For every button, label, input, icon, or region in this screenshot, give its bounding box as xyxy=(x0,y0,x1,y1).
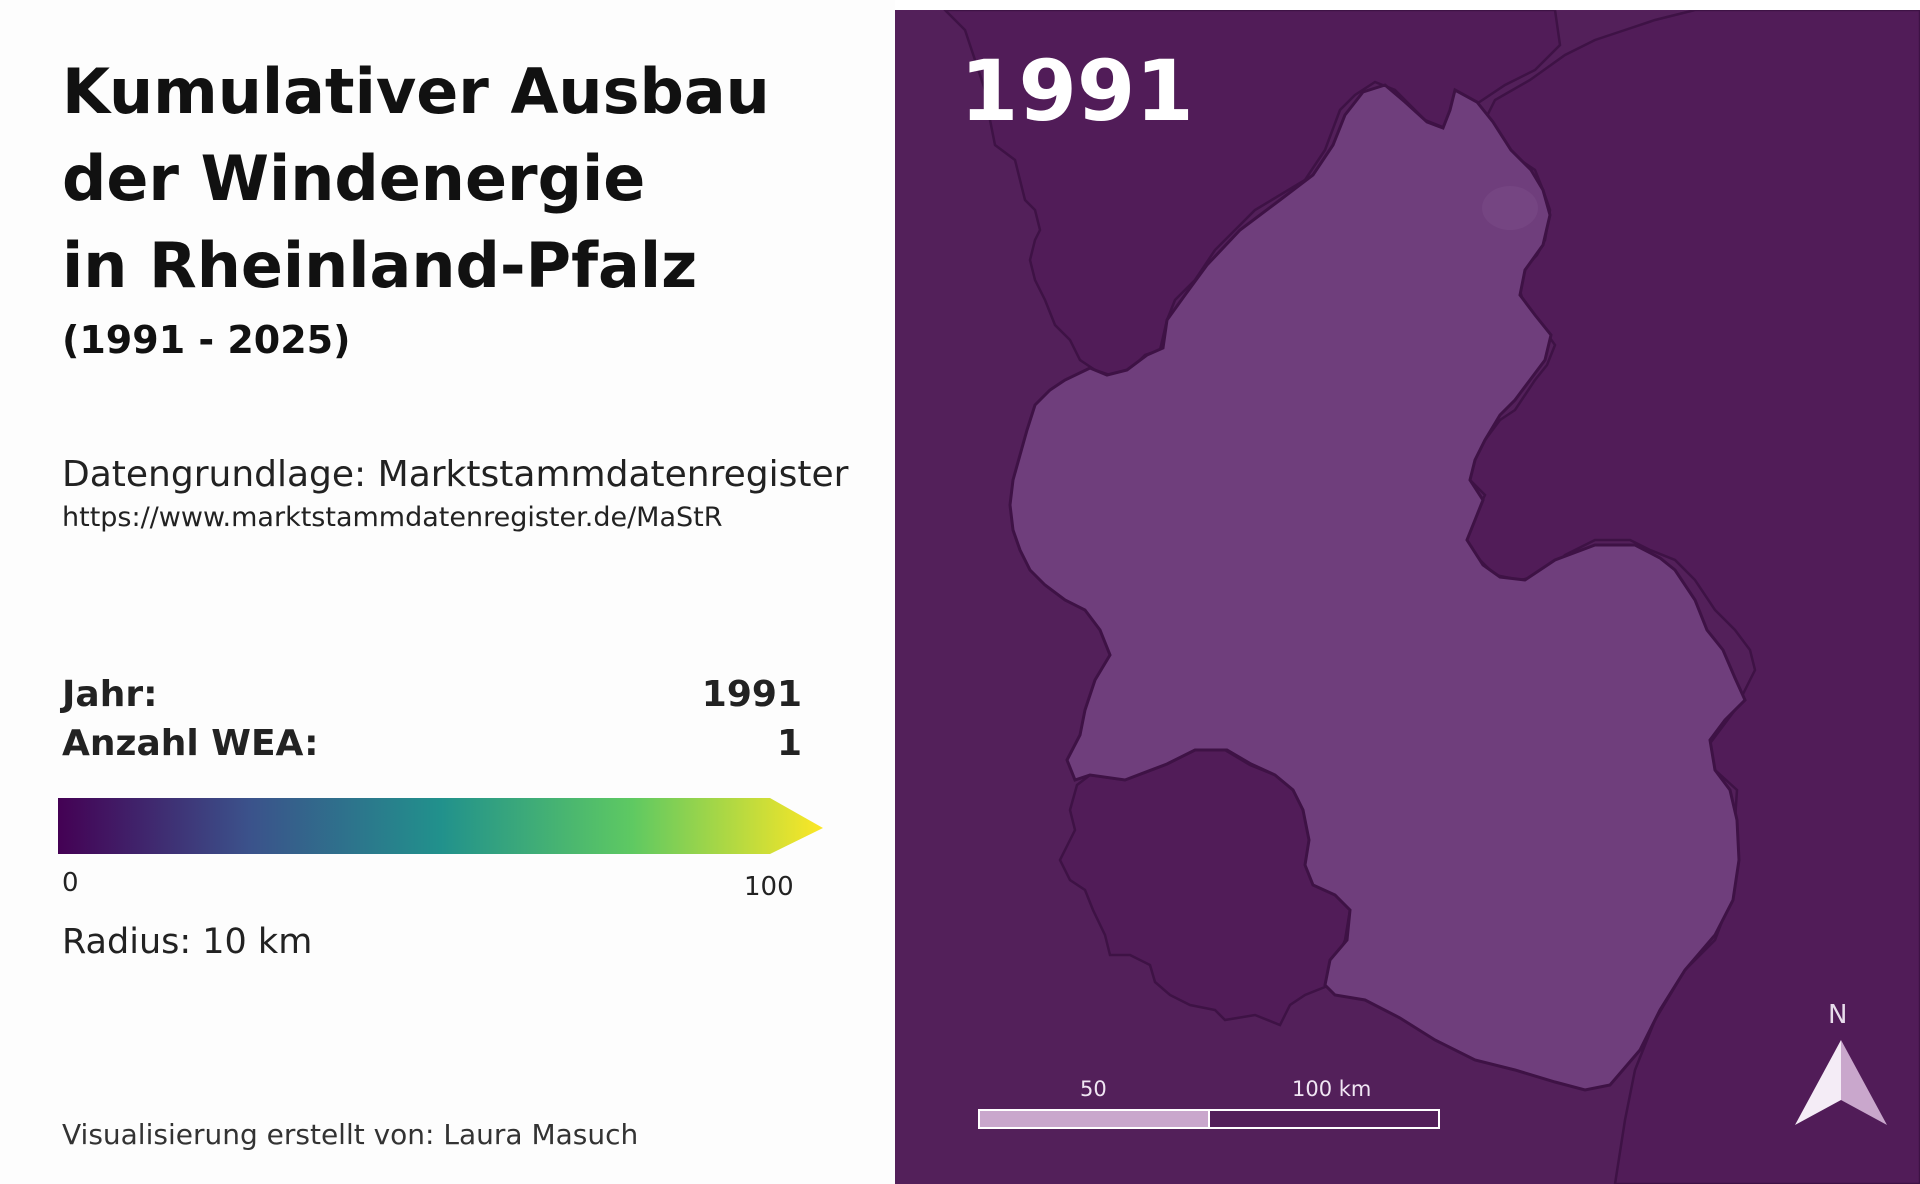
map-canvas xyxy=(943,10,1920,1184)
map-panel xyxy=(895,10,1920,1184)
scalebar-segment-1 xyxy=(978,1109,1210,1129)
year-label: Jahr: xyxy=(62,674,158,715)
north-arrow-shade xyxy=(1841,1040,1887,1125)
scalebar-label-50: 50 xyxy=(1080,1077,1107,1101)
title-line-3: in Rheinland-Pfalz xyxy=(62,229,698,302)
data-source-label: Datengrundlage: Marktstammdatenregister xyxy=(62,454,849,495)
north-label: N xyxy=(1828,1000,1848,1030)
credit-line: Visualisierung erstellt von: Laura Masuc… xyxy=(62,1118,639,1151)
color-scale-max: 100 xyxy=(744,872,794,902)
period-subtitle: (1991 - 2025) xyxy=(62,318,351,362)
radius-label: Radius: 10 km xyxy=(62,922,313,962)
year-value: 1991 xyxy=(701,674,802,715)
scalebar-label-100: 100 km xyxy=(1292,1077,1372,1101)
wind-density-spot xyxy=(1482,186,1538,230)
page-title: Kumulativer Ausbau der Windenergie in Rh… xyxy=(62,48,770,309)
data-source-url: https://www.marktstammdatenregister.de/M… xyxy=(62,502,723,533)
title-line-2: der Windenergie xyxy=(62,142,646,215)
scalebar-segment-2 xyxy=(1208,1109,1440,1129)
title-line-1: Kumulativer Ausbau xyxy=(62,55,770,128)
turbine-count-value: 1 xyxy=(776,723,802,764)
color-scale-gradient xyxy=(58,798,823,854)
info-panel: Kumulativer Ausbau der Windenergie in Rh… xyxy=(0,0,895,1184)
north-arrow-icon xyxy=(1795,1040,1841,1125)
turbine-count-row: Anzahl WEA: 1 xyxy=(62,723,802,764)
year-row: Jahr: 1991 xyxy=(62,674,802,715)
state-rheinland-pfalz xyxy=(1008,83,1747,1092)
color-scale-min: 0 xyxy=(62,868,79,898)
map-year-overlay: 1991 xyxy=(960,42,1194,140)
color-scale-bar xyxy=(58,798,823,854)
turbine-count-label: Anzahl WEA: xyxy=(62,723,319,764)
